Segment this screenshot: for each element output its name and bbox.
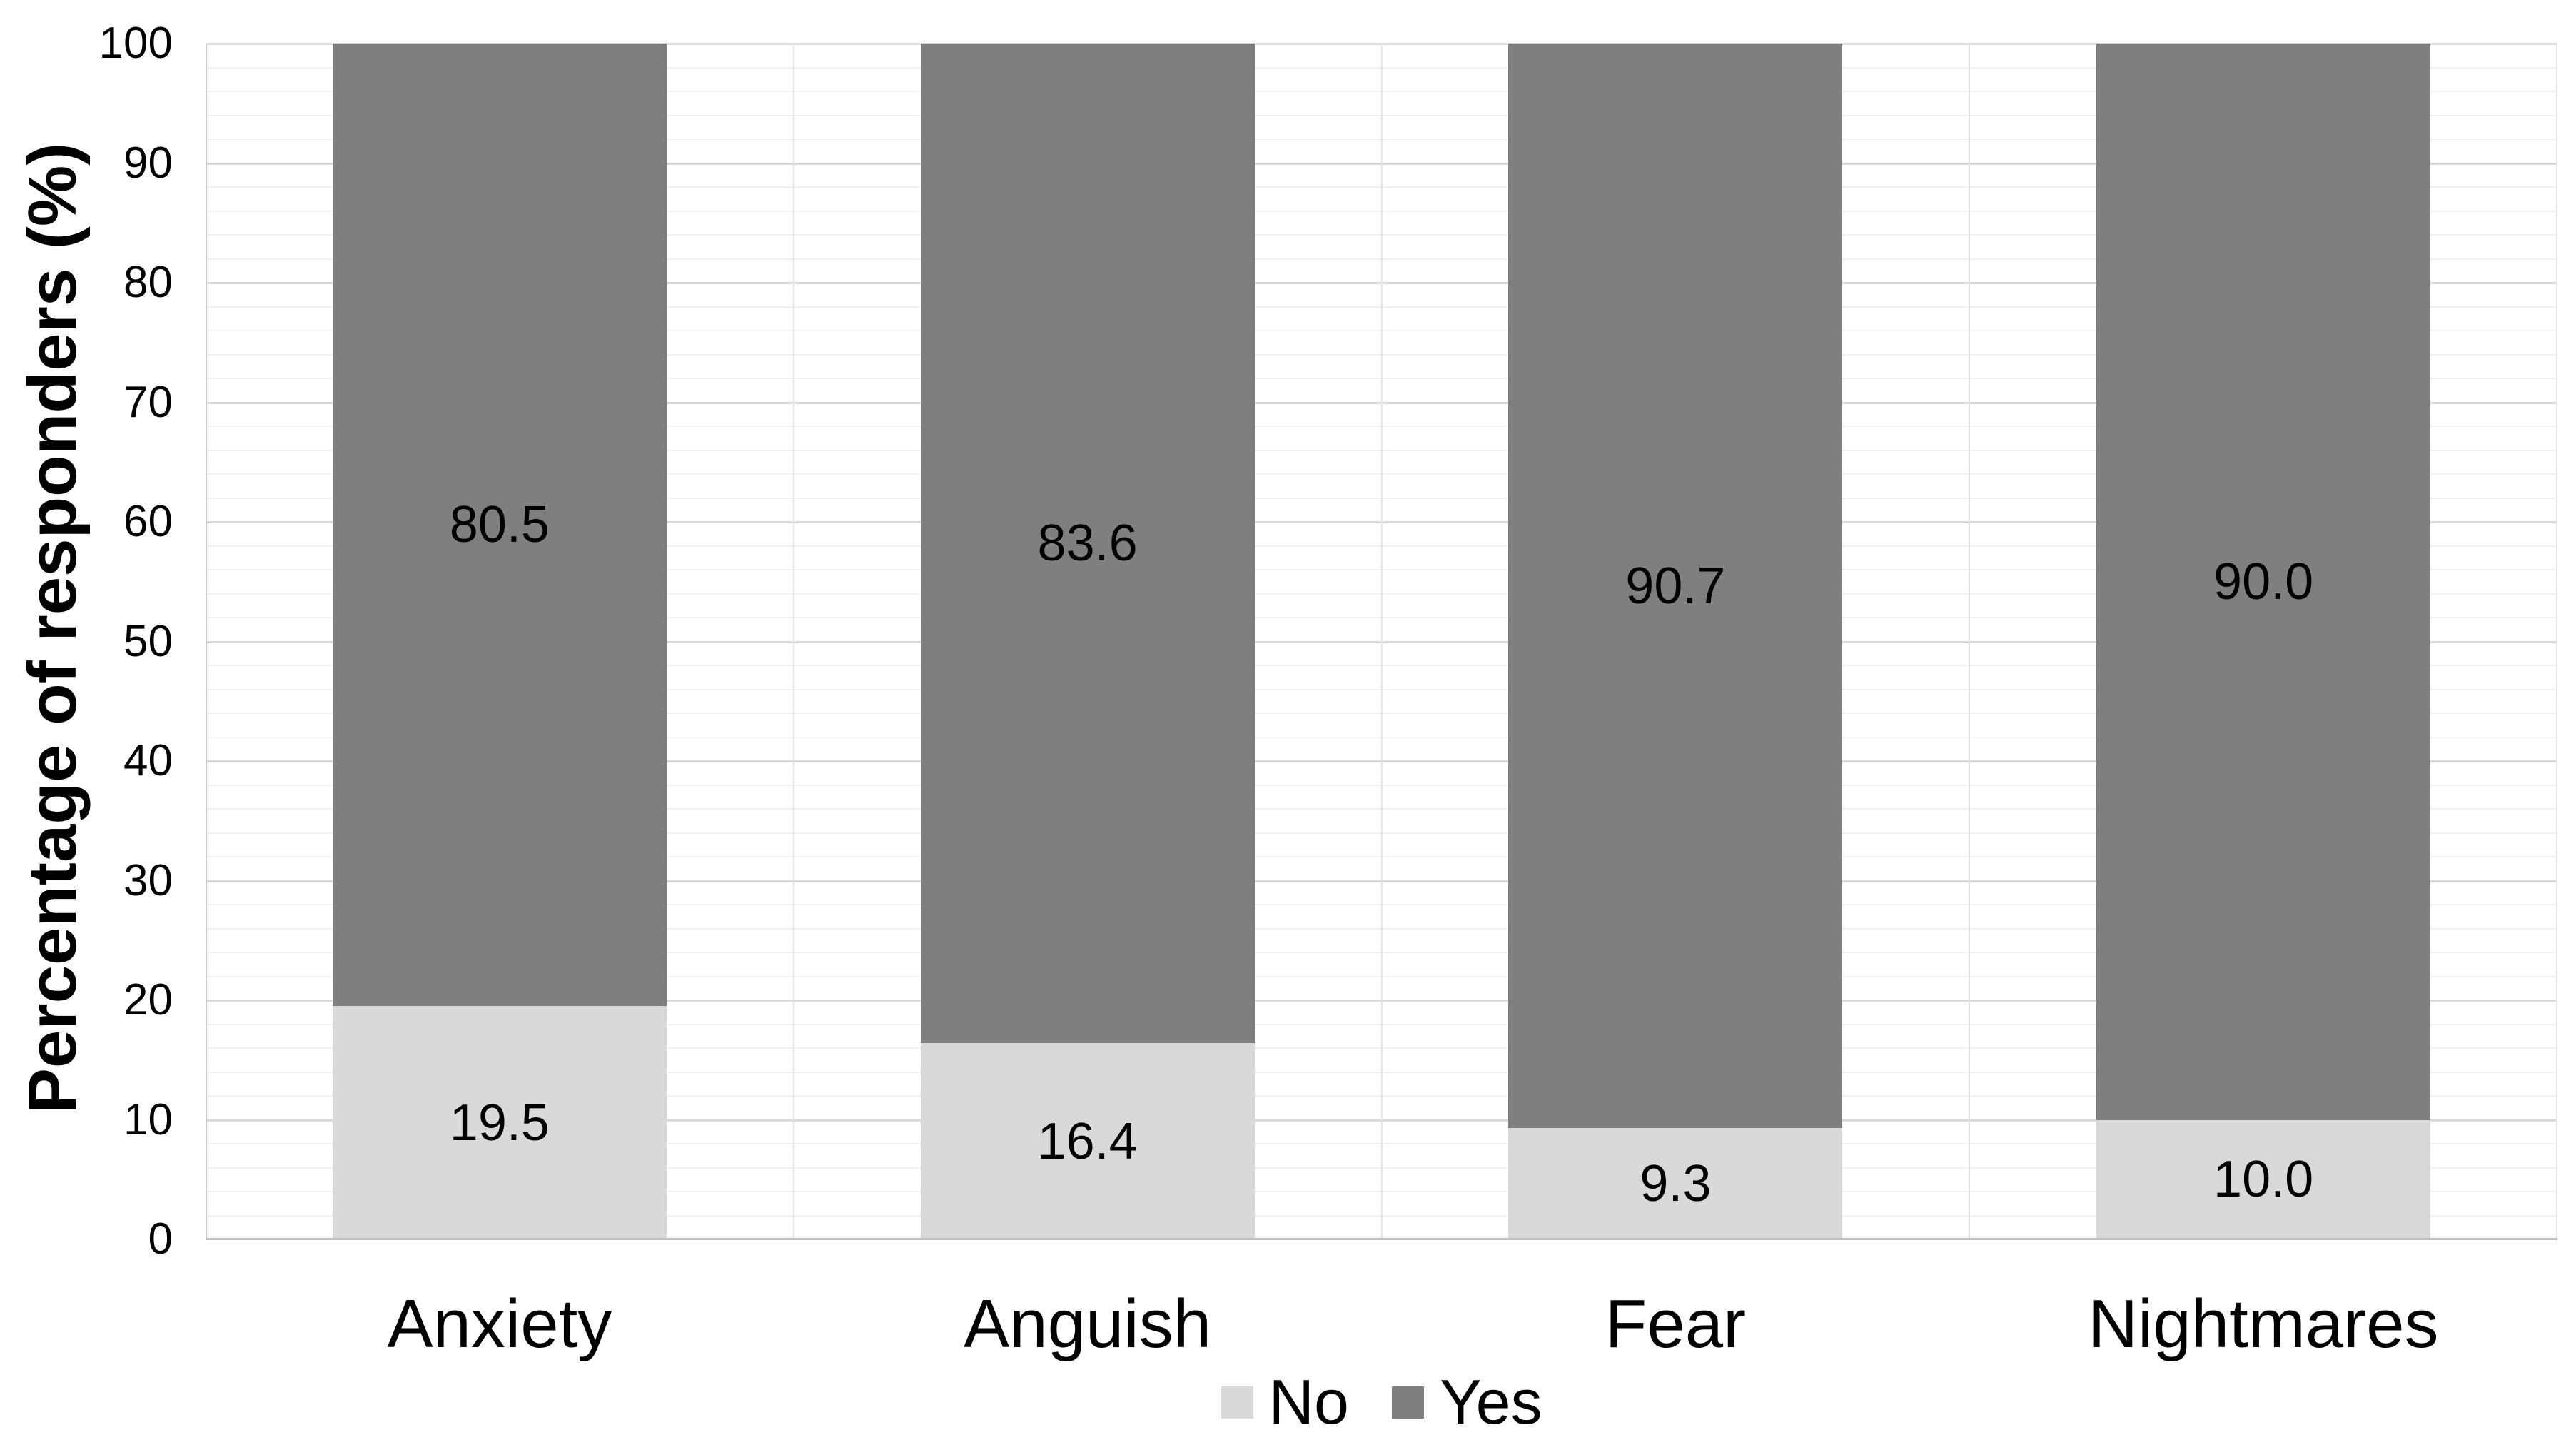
x-category-label-fear: Fear <box>1605 1286 1747 1362</box>
y-tick-label: 0 <box>148 1214 173 1264</box>
y-axis-line <box>206 44 207 1239</box>
y-tick-label: 30 <box>123 855 173 905</box>
bar-segment-no-anguish <box>920 1043 1255 1239</box>
legend-swatch-yes <box>1391 1386 1424 1419</box>
y-tick-label: 10 <box>123 1094 173 1144</box>
plot-area: 19.5 80.5 16.4 83.6 9.3 90.7 10.0 90.0 <box>206 43 2557 1240</box>
bar-value-label-yes-fear: 90.7 <box>1625 557 1726 615</box>
legend-item-yes: Yes <box>1391 1366 1542 1437</box>
y-tick-label: 40 <box>123 736 173 785</box>
y-tick-label: 60 <box>123 497 173 546</box>
bar-segment-yes-anxiety <box>332 44 667 1007</box>
legend: No Yes <box>1221 1368 1542 1436</box>
bar-value-label-no-nightmares: 10.0 <box>2213 1151 2314 1209</box>
gridline-category-boundary <box>1969 44 1971 1239</box>
bar-segment-no-fear <box>1508 1128 1843 1239</box>
x-category-label-anguish: Anguish <box>964 1286 1212 1362</box>
gridline-category-boundary <box>792 44 794 1239</box>
legend-label-no: No <box>1268 1366 1349 1437</box>
y-tick-label: 100 <box>99 19 173 68</box>
legend-item-no: No <box>1221 1368 1349 1436</box>
plot-right-border <box>2556 44 2557 1239</box>
y-tick-label: 50 <box>123 616 173 666</box>
bar-value-label-yes-anxiety: 80.5 <box>449 496 550 554</box>
y-tick-label: 80 <box>123 258 173 307</box>
x-category-label-anxiety: Anxiety <box>387 1286 612 1362</box>
bar-segment-no-anxiety <box>332 1006 667 1239</box>
bar-segment-no-nightmares <box>2096 1119 2431 1239</box>
legend-swatch-no <box>1221 1386 1253 1419</box>
gridline-category-boundary <box>1380 44 1383 1239</box>
y-tick-label: 70 <box>123 377 173 427</box>
y-tick-label: 90 <box>123 138 173 188</box>
x-category-label-nightmares: Nightmares <box>2088 1286 2439 1362</box>
bar-segment-yes-fear <box>1508 44 1843 1129</box>
bar-segment-yes-anguish <box>920 44 1255 1044</box>
legend-label-yes: Yes <box>1439 1366 1542 1437</box>
x-axis-line <box>206 1238 2557 1240</box>
bar-segment-yes-nightmares <box>2096 44 2431 1120</box>
bar-value-label-yes-anguish: 83.6 <box>1037 515 1138 573</box>
bar-value-label-no-fear: 9.3 <box>1640 1155 1712 1213</box>
y-tick-label: 20 <box>123 975 173 1024</box>
bar-value-label-no-anguish: 16.4 <box>1037 1112 1138 1170</box>
bar-value-label-yes-nightmares: 90.0 <box>2213 553 2314 610</box>
bar-value-label-no-anxiety: 19.5 <box>449 1094 550 1152</box>
